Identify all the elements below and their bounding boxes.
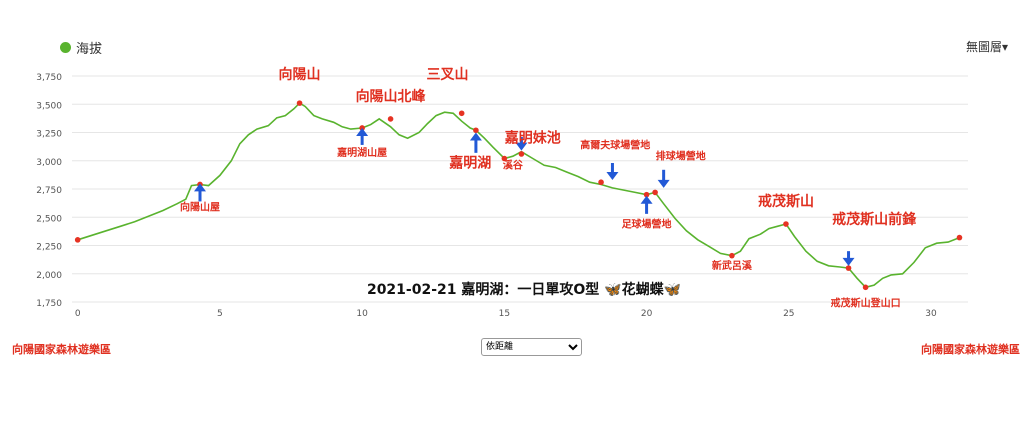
waypoint-label: 三叉山 — [426, 67, 468, 83]
chart-legend[interactable]: 海拔 — [60, 38, 102, 57]
x-tick-label: 0 — [75, 309, 81, 319]
waypoint-marker — [359, 125, 365, 131]
waypoint-label: 排球場營地 — [656, 150, 706, 163]
annotation-arrows — [194, 127, 855, 266]
y-tick-label: 2,000 — [36, 271, 62, 281]
x-tick-label: 20 — [641, 309, 653, 319]
x-tick-label: 25 — [783, 309, 794, 319]
legend-label: 海拔 — [76, 42, 103, 57]
x-tick-label: 5 — [217, 309, 223, 319]
y-tick-label: 2,250 — [36, 243, 62, 253]
arrow-head — [356, 127, 369, 136]
waypoint-label: 溪谷 — [503, 159, 524, 172]
legend-dot-icon — [60, 42, 71, 53]
waypoint-markers — [74, 100, 963, 291]
grid-lines — [72, 75, 968, 303]
waypoint-label: 向陽山 — [279, 66, 321, 83]
y-tick-label: 2,500 — [36, 214, 62, 224]
annotation-arrow — [515, 137, 528, 151]
arrow-head — [515, 142, 528, 151]
waypoint-marker — [501, 155, 508, 162]
waypoint-marker — [845, 265, 852, 271]
y-tick-label: 3,500 — [36, 101, 62, 111]
waypoint-label: 嘉明湖山屋 — [336, 146, 387, 159]
annotation-arrow — [640, 195, 653, 214]
arrow-head — [657, 179, 670, 188]
chart-title: 2021-02-21 嘉明湖：一日單攻O型 🦋花蝴蝶🦋 — [367, 281, 682, 298]
end-trailhead-label: 向陽國家森林遊樂區 — [921, 343, 1020, 356]
waypoint-marker — [652, 189, 658, 196]
distance-mode-select[interactable]: 依距離 — [481, 338, 582, 356]
x-tick-label: 10 — [356, 309, 368, 319]
waypoint-marker — [598, 179, 604, 186]
y-tick-label: 1,750 — [36, 299, 62, 309]
waypoint-label: 高爾夫球場營地 — [580, 138, 650, 151]
waypoint-marker — [729, 252, 735, 259]
annotation-arrow — [606, 163, 619, 180]
y-tick-label: 3,250 — [36, 130, 62, 140]
arrow-head — [194, 183, 206, 192]
waypoint-label: 戒茂斯山 — [758, 193, 814, 210]
x-tick-label: 15 — [499, 309, 510, 319]
arrow-head — [469, 132, 482, 141]
waypoint-marker — [643, 191, 650, 198]
layer-toggle-button[interactable]: 無圖層▾ — [965, 40, 1008, 54]
arrow-head — [640, 195, 653, 204]
waypoint-label: 戒茂斯山前鋒 — [832, 211, 917, 228]
arrow-head — [606, 171, 619, 180]
waypoint-marker — [458, 110, 465, 117]
waypoint-marker — [518, 151, 525, 157]
x-axis-tick-labels: 0 5 10 15 20 25 30 — [75, 309, 937, 319]
annotation-arrow — [842, 251, 855, 266]
waypoint-label: 新武呂溪 — [712, 259, 753, 272]
waypoint-label: 向陽山北峰 — [356, 88, 427, 105]
waypoint-label: 嘉明妹池 — [504, 130, 561, 147]
y-tick-label: 2,750 — [36, 186, 62, 196]
waypoint-marker — [783, 221, 789, 227]
y-tick-label: 3,000 — [36, 158, 62, 168]
waypoint-label: 足球場營地 — [622, 217, 672, 230]
y-axis-tick-labels: 1,750 2,000 2,250 2,500 2,750 3,000 3,250 3,500… — [36, 73, 62, 309]
y-tick-label: 3,750 — [36, 73, 62, 83]
start-trailhead-label: 向陽國家森林遊樂區 — [12, 343, 111, 356]
annotation-arrow — [657, 169, 670, 188]
arrow-head — [842, 257, 855, 266]
annotation-arrow — [194, 183, 206, 202]
x-tick-label: 30 — [925, 309, 937, 319]
annotation-arrow — [469, 132, 482, 153]
waypoint-label: 嘉明湖 — [448, 155, 491, 172]
waypoint-marker — [387, 116, 394, 122]
waypoint-marker — [862, 284, 869, 291]
waypoint-label: 向陽山屋 — [180, 200, 220, 213]
waypoint-marker — [74, 237, 81, 243]
annotation-arrow — [356, 127, 369, 145]
waypoint-label: 戒茂斯山登山口 — [831, 297, 901, 310]
waypoint-marker — [956, 234, 963, 241]
waypoint-marker — [473, 127, 479, 134]
waypoint-marker — [296, 100, 303, 106]
